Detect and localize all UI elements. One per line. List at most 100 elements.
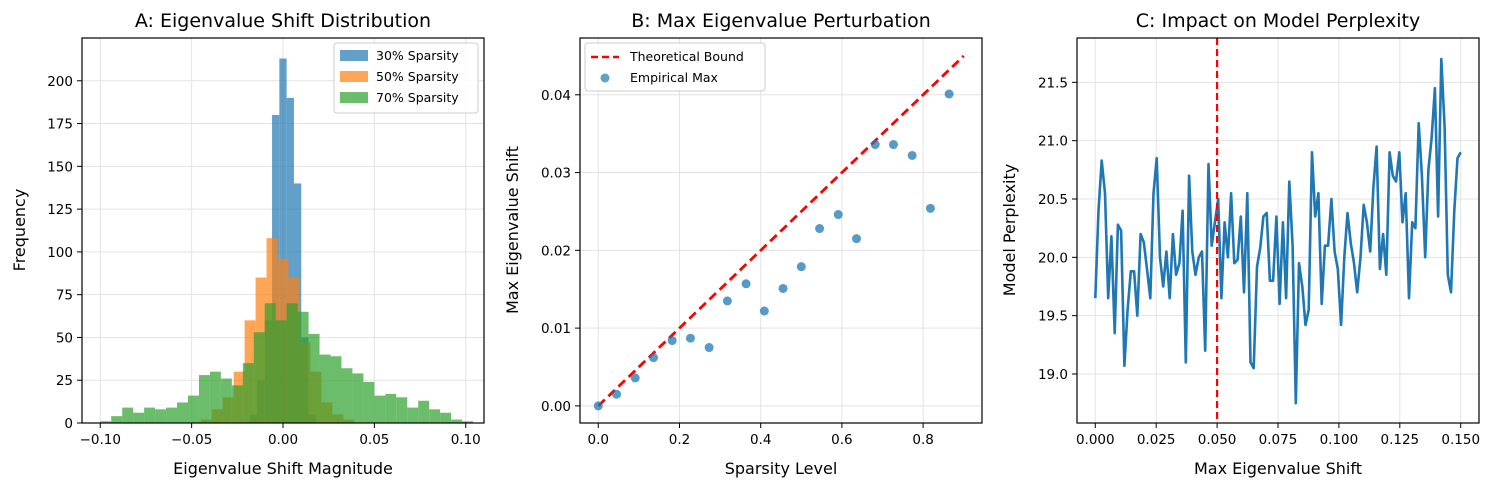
panel-b-xlabel: Sparsity Level [725, 459, 838, 478]
histogram-bar-70 [440, 412, 452, 423]
histogram-bar-70 [308, 334, 320, 423]
y-tick-label: 20.5 [1038, 192, 1068, 208]
x-tick-label: 0.150 [1441, 432, 1480, 448]
y-tick-label: 0 [64, 416, 73, 432]
panel-a-legend: 30% Sparsity 50% Sparsity 70% Sparsity [333, 42, 479, 114]
legend-label-50: 50% Sparsity [376, 69, 459, 84]
histogram-bar-70 [133, 412, 145, 423]
histogram-bar-70 [462, 421, 474, 423]
perplexity-line [1094, 57, 1462, 405]
y-tick-label: 21.0 [1038, 134, 1068, 150]
panel-b-grid [580, 38, 982, 423]
empirical-max-point [667, 336, 677, 346]
empirical-max-point [852, 234, 862, 244]
x-tick-label: 0.100 [1320, 432, 1359, 448]
panel-a: −0.10 −0.05 0.00 0.05 0.10 0 25 50 75 100 125 150 17… [10, 10, 485, 478]
x-tick-label: 0.05 [359, 432, 389, 448]
y-tick-label: 0.00 [541, 399, 571, 415]
empirical-max-point [925, 203, 935, 213]
legend-swatch-50 [340, 71, 368, 82]
panel-c-plot [1094, 38, 1462, 423]
panel-a-xlabel: Eigenvalue Shift Magnitude [173, 459, 393, 478]
empirical-max-point [630, 373, 640, 383]
y-tick-label: 0.02 [541, 243, 571, 259]
legend-swatch-30 [340, 50, 368, 61]
y-tick-label: 175 [47, 117, 73, 133]
panel-b-ticks: 0.0 0.2 0.4 0.6 0.8 0.00 0.01 0.02 0.03 0.04 [541, 88, 934, 448]
y-tick-label: 75 [56, 288, 73, 304]
empirical-max-point [704, 343, 714, 353]
panel-c-ticks: 0.000 0.025 0.050 0.075 0.100 0.125 0.150 19.0 1… [1038, 75, 1480, 448]
empirical-max-point [722, 296, 732, 306]
empirical-max-point [593, 401, 603, 411]
panel-b-frame [579, 37, 983, 424]
legend-label-70: 70% Sparsity [376, 90, 459, 105]
panel-a-ticks: −0.10 −0.05 0.00 0.05 0.10 0 25 50 75 100 125 150 17… [47, 74, 481, 448]
histogram-bar-70 [341, 368, 353, 423]
y-tick-label: 19.0 [1038, 367, 1068, 383]
y-tick-label: 20.0 [1038, 250, 1068, 266]
y-tick-label: 25 [56, 373, 73, 389]
panel-b-plot [593, 54, 965, 411]
legend-swatch-70 [340, 92, 368, 103]
x-tick-label: 0.6 [831, 432, 852, 448]
y-tick-label: 200 [47, 74, 73, 90]
histogram-bar-30 [286, 97, 294, 423]
histogram-bar-70 [231, 385, 243, 423]
panel-b-legend: Theoretical Bound Empirical Max [584, 42, 766, 92]
y-tick-label: 50 [56, 330, 73, 346]
x-tick-label: 0.025 [1137, 432, 1176, 448]
empirical-max-point [648, 353, 658, 363]
x-tick-label: 0.2 [669, 432, 690, 448]
y-tick-label: 21.5 [1038, 75, 1068, 91]
panel-c-title: C: Impact on Model Perplexity [1136, 10, 1420, 32]
legend-label-30: 30% Sparsity [376, 48, 459, 63]
panel-c-ylabel: Model Perplexity [1000, 164, 1019, 296]
histogram-bar-70 [407, 407, 419, 423]
histogram-bar-70 [286, 303, 298, 423]
panel-a-ylabel: Frequency [10, 189, 29, 272]
histogram-bar-70 [275, 320, 287, 423]
empirical-max-point [741, 279, 751, 289]
legend-label-bound: Theoretical Bound [629, 49, 744, 64]
panel-a-bars [100, 58, 474, 424]
histogram-bar-70 [319, 354, 331, 423]
empirical-max-point [612, 389, 622, 399]
histogram-bar-70 [253, 332, 265, 423]
histogram-bar-30 [279, 58, 287, 424]
histogram-bar-70 [177, 402, 188, 423]
histogram-bar-70 [198, 375, 210, 423]
histogram-bar-70 [297, 311, 309, 423]
histogram-bar-70 [166, 407, 178, 423]
x-tick-label: 0.125 [1380, 432, 1419, 448]
y-tick-label: 0.03 [541, 166, 571, 182]
x-tick-label: 0.10 [451, 432, 481, 448]
histogram-bar-70 [330, 356, 342, 423]
panel-b: 0.0 0.2 0.4 0.6 0.8 0.00 0.01 0.02 0.03 0.04 B: M… [503, 10, 983, 478]
histogram-bar-70 [144, 407, 156, 423]
panel-b-legend-box [584, 42, 766, 92]
x-tick-label: 0.000 [1076, 432, 1115, 448]
empirical-max-point [685, 333, 695, 343]
empirical-max-point [888, 140, 898, 150]
x-tick-label: 0.8 [912, 432, 933, 448]
histogram-bar-70 [363, 381, 375, 423]
panel-b-ylabel: Max Eigenvalue Shift [503, 146, 522, 314]
y-tick-label: 150 [47, 159, 73, 175]
empirical-max-point [870, 140, 880, 150]
histogram-bar-70 [429, 409, 441, 423]
histogram-bar-70 [396, 397, 408, 423]
x-tick-label: 0.4 [750, 432, 771, 448]
x-tick-label: −0.10 [80, 432, 121, 448]
empirical-max-point [778, 283, 788, 293]
y-tick-label: 19.5 [1038, 309, 1068, 325]
x-tick-label: −0.05 [171, 432, 212, 448]
histogram-bar-70 [220, 378, 232, 423]
panel-a-title: A: Eigenvalue Shift Distribution [135, 10, 431, 32]
y-tick-label: 0.04 [541, 88, 571, 104]
histogram-bar-70 [155, 409, 167, 423]
histogram-bar-70 [111, 416, 123, 423]
histogram-bar-70 [187, 395, 199, 423]
legend-label-empirical: Empirical Max [630, 70, 718, 85]
